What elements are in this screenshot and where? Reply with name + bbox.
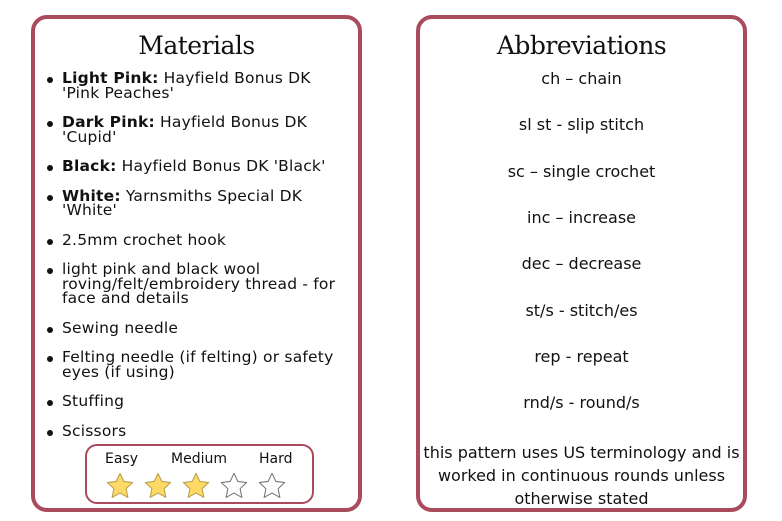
abbreviation-item: rnd/s - round/s (523, 393, 640, 413)
material-text: Hayfield Bonus DK 'Pink Peaches' (62, 69, 311, 102)
material-item: Dark Pink: Hayfield Bonus DK 'Cupid' (45, 113, 350, 146)
material-item: Felting needle (if felting) or safety ey… (45, 348, 350, 381)
material-item: Sewing needle (45, 318, 350, 337)
material-item: White: Yarnsmiths Special DK 'White' (45, 186, 350, 219)
material-text: 2.5mm crochet hook (62, 230, 227, 249)
material-text: Stuffing (62, 392, 125, 410)
difficulty-rating: Easy Medium Hard (85, 444, 314, 504)
material-text: Yarnsmiths Special DK 'White' (62, 186, 303, 219)
easy-label: Easy (105, 451, 139, 467)
material-text: Sewing needle (62, 318, 179, 337)
abbreviation-item: ch – chain (541, 69, 622, 88)
material-item: 2.5mm crochet hook (45, 230, 350, 249)
filled-star-icon (182, 472, 210, 499)
stars (103, 470, 289, 502)
material-color-label: White: (62, 186, 121, 205)
abbreviation-item: sl st - slip stitch (518, 115, 645, 135)
empty-star-icon (220, 472, 248, 499)
abbreviation-item: dec – decrease (521, 254, 642, 274)
material-item: Light Pink: Hayfield Bonus DK 'Pink Peac… (45, 69, 350, 102)
material-item: Scissors (45, 421, 350, 440)
material-text: Hayfield Bonus DK 'Cupid' (62, 113, 307, 146)
material-text: Hayfield Bonus DK 'Black' (116, 157, 326, 175)
abbreviation-item: rep - repeat (534, 346, 629, 366)
material-item: light pink and black wool roving/felt/em… (45, 260, 350, 307)
medium-label: Medium (171, 451, 227, 467)
material-text: Scissors (62, 421, 127, 440)
terminology-note: this pattern uses US terminology and is … (423, 443, 740, 508)
materials-list: Light Pink: Hayfield Bonus DK 'Pink Peac… (45, 69, 350, 453)
material-item: Stuffing (45, 392, 350, 410)
material-color-label: Black: (62, 157, 117, 175)
material-color-label: Dark Pink: (62, 113, 155, 131)
material-color-label: Light Pink: (62, 69, 159, 87)
hard-label: Hard (259, 451, 293, 467)
materials-title: Materials (138, 31, 255, 60)
abbreviations-card: Abbreviations ch – chain sl st - slip sti… (416, 15, 747, 512)
material-text: Felting needle (if felting) or safety ey… (62, 348, 334, 381)
filled-star-icon (106, 472, 134, 499)
material-text: light pink and black wool roving/felt/em… (62, 260, 336, 307)
abbreviation-item: inc – increase (527, 207, 636, 227)
abbreviation-item: st/s - stitch/es (525, 300, 638, 320)
filled-star-icon (144, 472, 172, 499)
abbreviation-item: sc – single crochet (507, 161, 656, 181)
empty-star-icon (258, 472, 286, 499)
material-item: Black: Hayfield Bonus DK 'Black' (45, 157, 350, 175)
abbreviations-title: Abbreviations (496, 31, 667, 60)
materials-card: Materials Light Pink: Hayfield Bonus DK … (31, 15, 362, 512)
